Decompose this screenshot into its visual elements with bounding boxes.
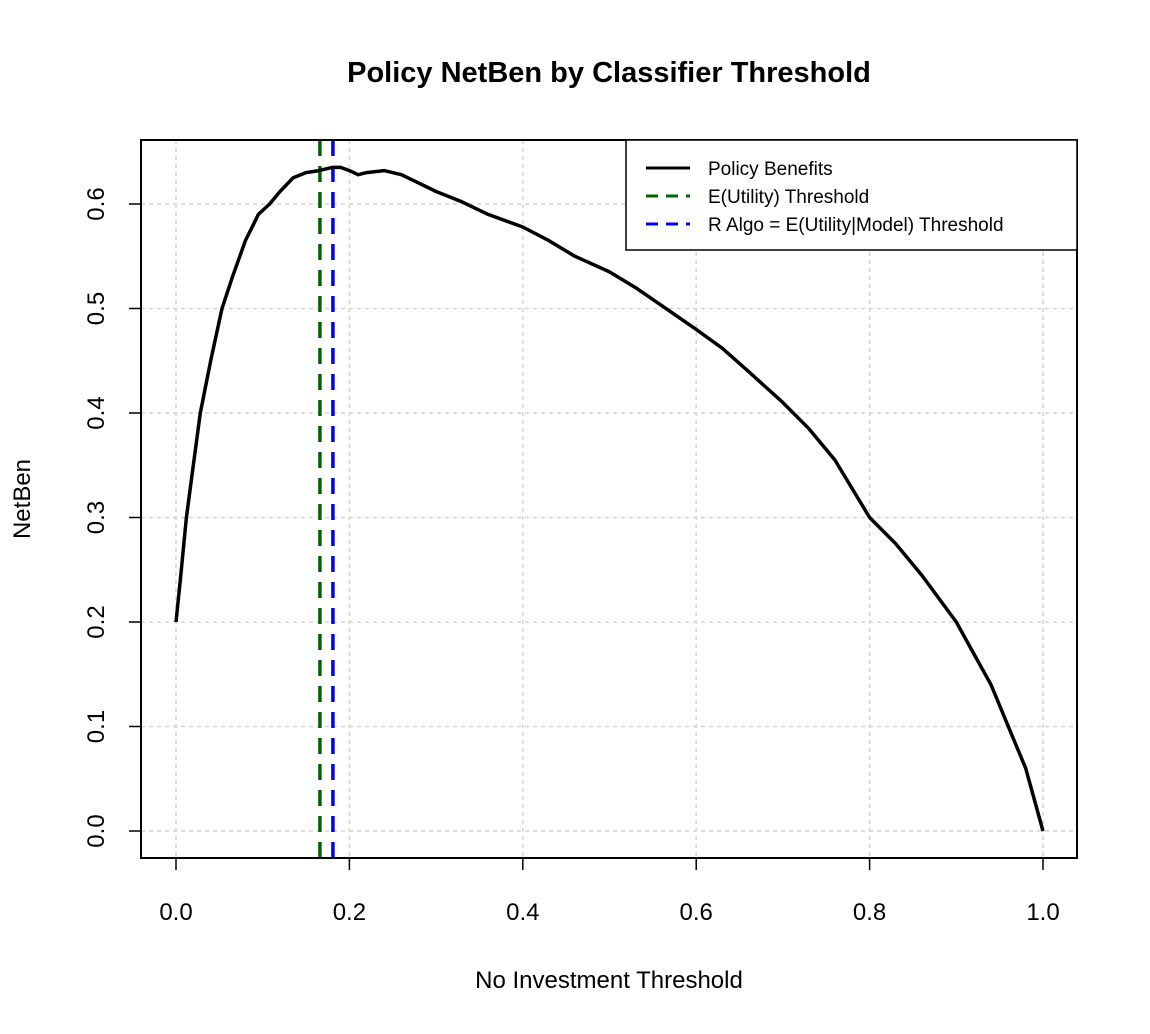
legend-label-policy-benefits: Policy Benefits bbox=[708, 159, 833, 180]
series-layer bbox=[174, 140, 1045, 858]
x-tick-label: 0.8 bbox=[853, 899, 886, 926]
x-axis-label: No Investment Threshold bbox=[475, 967, 743, 994]
y-axis: 0.0 0.1 0.2 0.3 0.4 0.5 0.6 bbox=[83, 187, 141, 848]
y-tick-label: 0.6 bbox=[83, 187, 110, 220]
legend-label-r-algo-threshold: R Algo = E(Utility|Model) Threshold bbox=[708, 215, 1004, 236]
legend-box bbox=[625, 139, 1078, 251]
legend: Policy Benefits E(Utility) Threshold R A… bbox=[625, 139, 1078, 251]
x-tick-label: 0.0 bbox=[159, 899, 192, 926]
y-tick-label: 0.3 bbox=[83, 501, 110, 534]
y-tick-label: 0.0 bbox=[83, 814, 110, 847]
y-tick-label: 0.4 bbox=[83, 396, 110, 429]
x-tick-label: 0.2 bbox=[333, 899, 366, 926]
legend-item-eutility-threshold: E(Utility) Threshold bbox=[646, 187, 869, 208]
legend-label-eutility-threshold: E(Utility) Threshold bbox=[708, 187, 869, 208]
y-axis-label: NetBen bbox=[9, 459, 36, 539]
x-tick-label: 0.6 bbox=[680, 899, 713, 926]
plot-frame bbox=[140, 139, 1078, 859]
y-tick-label: 0.1 bbox=[83, 710, 110, 743]
x-axis: 0.0 0.2 0.4 0.6 0.8 1.0 bbox=[159, 858, 1060, 926]
legend-item-policy-benefits: Policy Benefits bbox=[646, 159, 833, 180]
grid bbox=[141, 140, 1077, 858]
x-tick-label: 1.0 bbox=[1026, 899, 1059, 926]
y-tick-label: 0.2 bbox=[83, 605, 110, 638]
policy-benefits-line bbox=[174, 165, 1045, 832]
chart-title: Policy NetBen by Classifier Threshold bbox=[347, 57, 871, 89]
y-tick-label: 0.5 bbox=[83, 292, 110, 325]
legend-item-r-algo-threshold: R Algo = E(Utility|Model) Threshold bbox=[646, 215, 1004, 236]
x-tick-label: 0.4 bbox=[506, 899, 539, 926]
